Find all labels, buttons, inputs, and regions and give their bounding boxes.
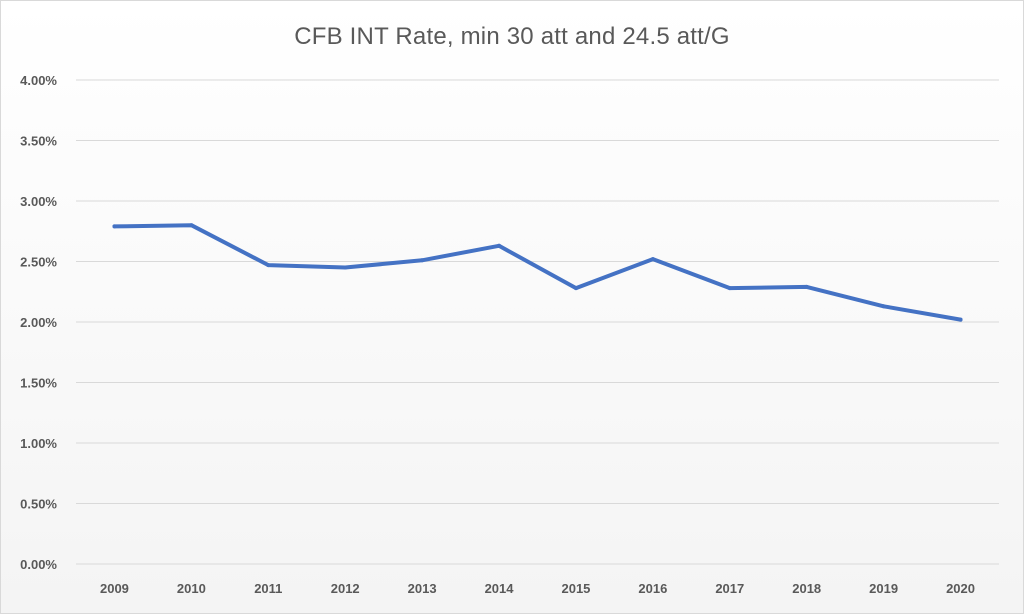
y-tick-label: 4.00% xyxy=(20,73,57,88)
chart-title: CFB INT Rate, min 30 att and 24.5 att/G xyxy=(294,23,730,50)
gridlines xyxy=(76,79,999,565)
data-point xyxy=(727,286,732,291)
y-tick-label: 1.00% xyxy=(20,436,57,451)
x-tick-label: 2017 xyxy=(715,581,744,596)
y-tick-label: 1.50% xyxy=(20,376,57,391)
data-point xyxy=(420,258,425,263)
x-tick-label: 2013 xyxy=(408,581,437,596)
data-point xyxy=(650,257,655,262)
series-line xyxy=(112,223,963,322)
y-tick-label: 0.50% xyxy=(20,497,57,512)
x-tick-label: 2018 xyxy=(792,581,821,596)
data-point xyxy=(958,317,963,322)
data-point xyxy=(189,223,194,228)
data-point xyxy=(804,284,809,289)
y-tick-label: 3.00% xyxy=(20,194,57,209)
data-point xyxy=(343,265,348,270)
data-point xyxy=(497,243,502,248)
data-point xyxy=(881,304,886,309)
y-axis-tick-labels: 0.00% 0.50% 1.00% 1.50% 2.00% 2.50% 3.00% 3.50%… xyxy=(20,73,57,572)
x-tick-label: 2012 xyxy=(331,581,360,596)
data-point xyxy=(266,263,271,268)
x-tick-label: 2016 xyxy=(638,581,667,596)
y-tick-label: 2.00% xyxy=(20,315,57,330)
y-tick-label: 2.50% xyxy=(20,255,57,270)
x-tick-label: 2009 xyxy=(100,581,129,596)
data-point xyxy=(573,286,578,291)
x-axis-tick-labels: 2009 2010 2011 2012 2013 2014 2015 2016 2017 2018… xyxy=(100,581,975,596)
x-tick-label: 2010 xyxy=(177,581,206,596)
data-point xyxy=(112,224,117,229)
y-tick-label: 3.50% xyxy=(20,134,57,149)
x-tick-label: 2019 xyxy=(869,581,898,596)
x-tick-label: 2015 xyxy=(561,581,590,596)
series-layer xyxy=(112,223,963,322)
y-tick-label: 0.00% xyxy=(20,557,57,572)
x-tick-label: 2020 xyxy=(946,581,975,596)
x-tick-label: 2011 xyxy=(254,581,282,596)
x-tick-label: 2014 xyxy=(485,581,515,596)
